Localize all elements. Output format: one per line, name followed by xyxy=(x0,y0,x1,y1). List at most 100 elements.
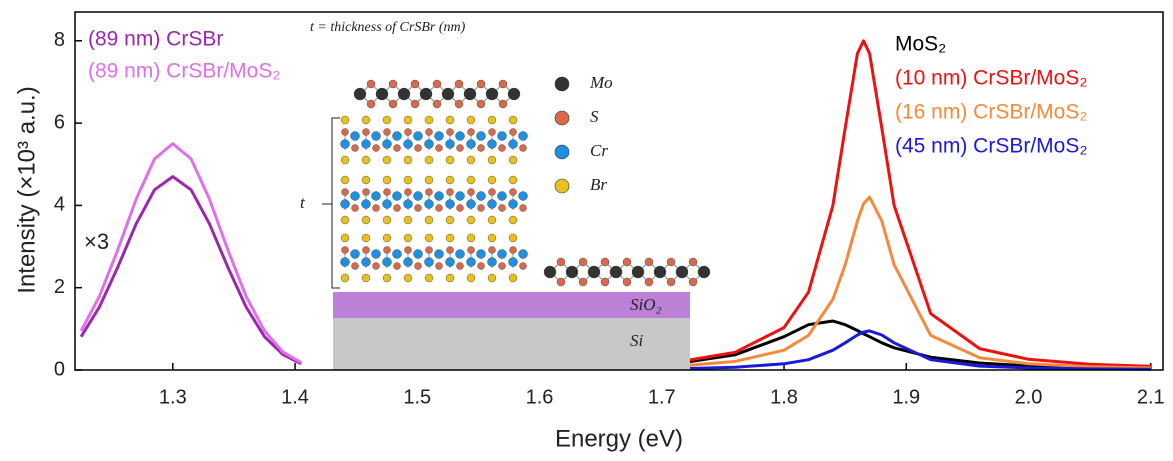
atom xyxy=(689,278,697,286)
atom xyxy=(404,156,412,164)
atom xyxy=(341,258,350,267)
atom xyxy=(488,176,496,184)
atom xyxy=(367,100,375,108)
x-tick-label: 1.3 xyxy=(159,386,187,408)
atom xyxy=(436,205,443,212)
atom xyxy=(414,192,423,201)
series-line xyxy=(686,321,1151,368)
atom xyxy=(446,140,455,149)
atom xyxy=(352,145,359,152)
atom xyxy=(557,258,565,266)
atom xyxy=(509,234,517,242)
atom xyxy=(362,176,370,184)
atom xyxy=(442,88,454,100)
atom xyxy=(457,145,464,152)
legend-entry: (10 nm) CrSBr/MoS₂ xyxy=(895,67,1088,90)
atom xyxy=(498,132,507,141)
atom-label: Cr xyxy=(590,141,608,160)
atom xyxy=(373,205,380,212)
atom xyxy=(373,263,380,270)
atom xyxy=(415,205,422,212)
atom xyxy=(499,263,506,270)
atom xyxy=(394,263,401,270)
atom-swatch xyxy=(555,145,569,159)
atom xyxy=(351,192,360,201)
series-line xyxy=(686,41,1151,367)
atom xyxy=(447,247,454,254)
atom xyxy=(383,140,392,149)
atom xyxy=(446,234,454,242)
atom xyxy=(499,80,507,88)
legend-entry: (16 nm) CrSBr/MoS₂ xyxy=(895,101,1088,124)
atom xyxy=(372,192,381,201)
atom xyxy=(509,200,518,209)
atom xyxy=(363,247,370,254)
atom xyxy=(478,263,485,270)
atom xyxy=(436,263,443,270)
atom xyxy=(425,274,433,282)
atom xyxy=(372,250,381,259)
x-tick-label: 1.7 xyxy=(648,386,676,408)
atom xyxy=(520,263,527,270)
atom xyxy=(425,234,433,242)
atom xyxy=(362,116,370,124)
atom xyxy=(398,88,410,100)
atom xyxy=(435,192,444,201)
atom xyxy=(446,200,455,209)
atom xyxy=(477,80,485,88)
atom xyxy=(446,116,454,124)
atom xyxy=(457,205,464,212)
inset-title: t = thickness of CrSBr (nm) xyxy=(310,20,466,35)
atom xyxy=(488,140,497,149)
atom xyxy=(477,132,486,141)
atom xyxy=(393,192,402,201)
atom xyxy=(509,274,517,282)
atom xyxy=(362,274,370,282)
atom xyxy=(519,250,528,259)
atom xyxy=(488,156,496,164)
x-tick-label: 1.4 xyxy=(281,386,309,408)
atom xyxy=(383,200,392,209)
atom xyxy=(509,140,518,149)
atom xyxy=(351,250,360,259)
atom xyxy=(478,145,485,152)
atom xyxy=(623,258,631,266)
atom xyxy=(362,140,371,149)
atom xyxy=(467,156,475,164)
atom xyxy=(404,216,412,224)
atom xyxy=(404,176,412,184)
atom xyxy=(415,145,422,152)
atom xyxy=(363,129,370,136)
atom xyxy=(341,216,349,224)
atom xyxy=(436,145,443,152)
y-tick-label: 4 xyxy=(54,194,65,216)
atom xyxy=(383,234,391,242)
atom xyxy=(498,192,507,201)
atom xyxy=(393,250,402,259)
atom xyxy=(632,266,644,278)
atom xyxy=(588,266,600,278)
atom xyxy=(389,100,397,108)
atom xyxy=(488,200,497,209)
atom xyxy=(557,278,565,286)
atom xyxy=(456,132,465,141)
atom xyxy=(426,129,433,136)
atom xyxy=(341,200,350,209)
atom xyxy=(456,192,465,201)
atom xyxy=(394,145,401,152)
legend-entry: (89 nm) CrSBr/MoS₂ xyxy=(88,60,281,83)
atom xyxy=(509,176,517,184)
atom-label: Br xyxy=(590,175,607,194)
atom xyxy=(499,145,506,152)
atom xyxy=(405,189,412,196)
atom xyxy=(488,258,497,267)
atom xyxy=(508,88,520,100)
atom xyxy=(352,263,359,270)
atom xyxy=(446,156,454,164)
x-tick-label: 2.0 xyxy=(1015,386,1043,408)
atom xyxy=(362,258,371,267)
atom xyxy=(489,189,496,196)
y-tick-label: 2 xyxy=(54,276,65,298)
atom xyxy=(383,216,391,224)
atom xyxy=(510,247,517,254)
